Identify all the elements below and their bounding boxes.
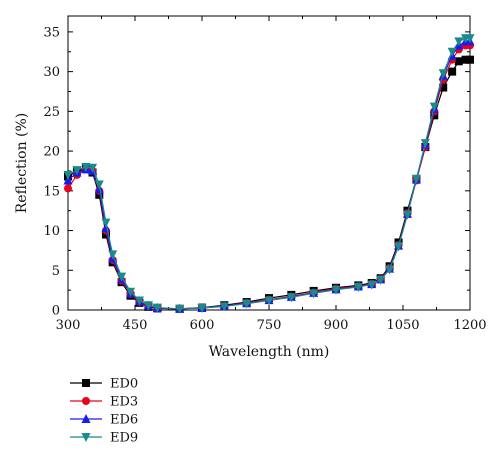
y-tick-label: 30 bbox=[43, 65, 60, 80]
legend: ED0 ED3 ED6 ED9 bbox=[70, 377, 138, 446]
y-tick-label: 10 bbox=[43, 224, 60, 239]
legend-label-ed0: ED0 bbox=[110, 377, 138, 392]
data-point-ed9 bbox=[353, 282, 363, 292]
data-point-ed9 bbox=[331, 285, 341, 295]
data-point-ed3 bbox=[64, 184, 72, 193]
data-point-ed9 bbox=[264, 296, 274, 306]
data-point-ed6 bbox=[63, 175, 73, 185]
data-point-ed9 bbox=[447, 47, 457, 57]
data-point-ed0 bbox=[461, 55, 470, 64]
data-point-ed9 bbox=[143, 301, 153, 311]
labels-layer: 300 450 600 750 900 1050 1200 0 5 10 15 20 25 30 35 Wav… bbox=[14, 25, 487, 360]
data-point-ed0 bbox=[439, 83, 448, 92]
data-point-ed9 bbox=[126, 287, 136, 297]
x-tick-label: 750 bbox=[257, 318, 282, 333]
data-point-ed6 bbox=[101, 223, 111, 233]
x-tick-label: 1200 bbox=[453, 318, 486, 333]
y-tick-label: 0 bbox=[52, 304, 60, 319]
data-point-ed9 bbox=[152, 303, 162, 313]
series-line-ed0 bbox=[67, 59, 470, 310]
data-point-ed9 bbox=[117, 272, 127, 282]
data-point-ed9 bbox=[465, 34, 475, 44]
data-point-ed9 bbox=[385, 265, 395, 275]
legend-label-ed3: ED3 bbox=[110, 395, 138, 410]
y-tick-label: 35 bbox=[43, 25, 60, 40]
legend-marker-ed3 bbox=[82, 397, 90, 405]
x-tick-label: 900 bbox=[324, 318, 349, 333]
data-point-ed9 bbox=[402, 210, 412, 220]
x-tick-label: 1050 bbox=[386, 318, 419, 333]
data-point-ed9 bbox=[411, 174, 421, 184]
data-point-ed9 bbox=[309, 289, 319, 299]
y-tick-label: 15 bbox=[43, 184, 60, 199]
data-point-ed9 bbox=[63, 170, 73, 180]
legend-marker-ed6 bbox=[81, 414, 91, 423]
x-axis-label: Wavelength (nm) bbox=[209, 344, 330, 360]
data-point-ed9 bbox=[175, 304, 185, 314]
y-tick-label: 5 bbox=[52, 264, 60, 279]
data-point-ed9 bbox=[101, 218, 111, 228]
data-point-ed9 bbox=[438, 69, 448, 79]
series-line-ed6 bbox=[67, 40, 470, 310]
data-point-ed0 bbox=[448, 67, 457, 76]
data-point-ed9 bbox=[197, 304, 207, 314]
data-point-ed9 bbox=[94, 180, 104, 190]
series-layer bbox=[63, 34, 475, 314]
x-tick-label: 450 bbox=[123, 318, 148, 333]
data-point-ed9 bbox=[429, 102, 439, 112]
data-point-ed9 bbox=[286, 293, 296, 303]
y-axis-label: Reflection (%) bbox=[14, 113, 30, 214]
axes-layer bbox=[67, 15, 471, 311]
data-point-ed9 bbox=[420, 139, 430, 149]
data-point-ed9 bbox=[72, 166, 82, 176]
data-point-ed9 bbox=[376, 275, 386, 285]
data-point-ed9 bbox=[108, 250, 118, 260]
plot-frame bbox=[67, 15, 471, 311]
data-point-ed9 bbox=[219, 302, 229, 312]
x-tick-label: 600 bbox=[190, 318, 215, 333]
legend-label-ed6: ED6 bbox=[110, 413, 138, 428]
y-tick-label: 25 bbox=[43, 105, 60, 120]
legend-marker-ed0 bbox=[82, 379, 90, 387]
data-point-ed9 bbox=[454, 37, 464, 47]
series-line-ed3 bbox=[67, 44, 470, 310]
data-point-ed0 bbox=[454, 57, 463, 66]
data-point-ed9 bbox=[134, 296, 144, 306]
legend-marker-ed9 bbox=[81, 433, 91, 442]
x-tick-label: 300 bbox=[56, 318, 81, 333]
series-line-ed9 bbox=[67, 37, 470, 310]
data-point-ed0 bbox=[466, 55, 474, 64]
data-point-ed9 bbox=[88, 163, 98, 173]
data-point-ed9 bbox=[367, 280, 377, 290]
y-tick-label: 20 bbox=[43, 145, 60, 160]
data-point-ed9 bbox=[81, 162, 91, 172]
data-point-ed9 bbox=[242, 299, 252, 309]
data-point-ed9 bbox=[394, 242, 404, 252]
legend-label-ed9: ED9 bbox=[110, 431, 138, 446]
